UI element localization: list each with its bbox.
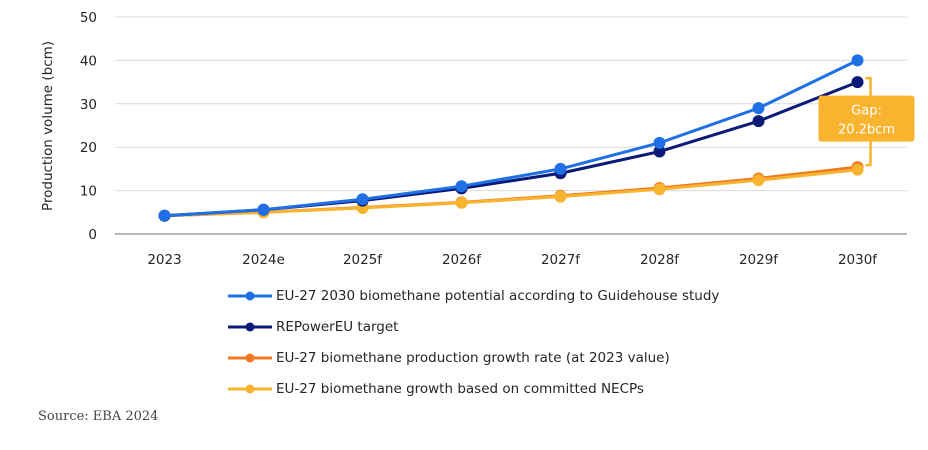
legend-item: REPowerEU target: [228, 311, 719, 342]
y-tick-label: 20: [80, 140, 97, 156]
legend-marker: [245, 322, 255, 331]
data-point: [554, 162, 567, 175]
gap-annotation: Gap: 20.2bcm: [818, 76, 915, 167]
series-0: [158, 54, 864, 222]
y-tick-label: 40: [80, 53, 97, 69]
legend-item: EU-27 biomethane growth based on committ…: [228, 373, 719, 404]
y-axis-ticks: 0 10 20 30 40 50: [80, 10, 97, 243]
y-tick-label: 50: [80, 10, 97, 26]
legend-swatch: [228, 353, 272, 362]
data-point: [158, 209, 171, 222]
data-point: [356, 193, 369, 206]
x-tick-label: 2025f: [343, 252, 383, 268]
legend-label: REPowerEU target: [276, 318, 399, 335]
gap-label-box: [818, 95, 915, 142]
x-tick-label: 2023: [147, 252, 181, 268]
x-tick-label: 2028f: [640, 252, 680, 268]
data-point: [752, 115, 765, 128]
legend-label: EU-27 biomethane growth based on committ…: [276, 380, 644, 397]
data-point: [851, 163, 864, 176]
data-point: [752, 102, 765, 115]
x-tick-label: 2029f: [739, 252, 779, 268]
legend-swatch: [228, 291, 272, 300]
legend-item: EU-27 2030 biomethane potential accordin…: [228, 280, 719, 311]
data-point: [257, 203, 270, 216]
legend-swatch: [228, 322, 272, 331]
legend-marker: [245, 353, 255, 362]
series-group: [158, 54, 864, 222]
data-point: [455, 196, 468, 209]
data-point: [653, 145, 666, 158]
grid-lines: [115, 16, 907, 235]
source-note: Source: EBA 2024: [38, 409, 159, 424]
x-tick-label: 2030f: [838, 252, 878, 268]
data-point: [653, 183, 666, 196]
data-point: [851, 54, 864, 67]
legend-swatch: [228, 384, 272, 393]
y-tick-label: 10: [80, 184, 97, 200]
y-tick-label: 30: [80, 97, 97, 113]
legend-item: EU-27 biomethane production growth rate …: [228, 342, 719, 373]
x-tick-label: 2024e: [242, 252, 285, 268]
series-line: [164, 80, 859, 218]
data-point: [554, 190, 567, 203]
gap-label-line2: 20.2bcm: [838, 123, 895, 138]
y-axis-label: Production volume (bcm): [40, 41, 56, 211]
gap-label-line1: Gap:: [851, 104, 882, 119]
data-point: [455, 180, 468, 193]
x-axis-ticks: 2023 2024e 2025f 2026f 2027f 2028f 2029f 2030f: [147, 252, 878, 268]
x-tick-label: 2027f: [541, 252, 581, 268]
legend: EU-27 2030 biomethane potential accordin…: [228, 280, 719, 404]
data-point: [851, 76, 864, 89]
series-line: [164, 59, 859, 218]
y-tick-label: 0: [88, 227, 97, 243]
x-tick-label: 2026f: [442, 252, 482, 268]
series-line: [164, 168, 858, 218]
legend-label: EU-27 2030 biomethane potential accordin…: [276, 287, 720, 304]
legend-marker: [245, 291, 255, 300]
data-point: [752, 174, 765, 187]
data-point: [653, 136, 666, 149]
legend-marker: [245, 384, 255, 393]
legend-label: EU-27 biomethane production growth rate …: [276, 349, 670, 366]
